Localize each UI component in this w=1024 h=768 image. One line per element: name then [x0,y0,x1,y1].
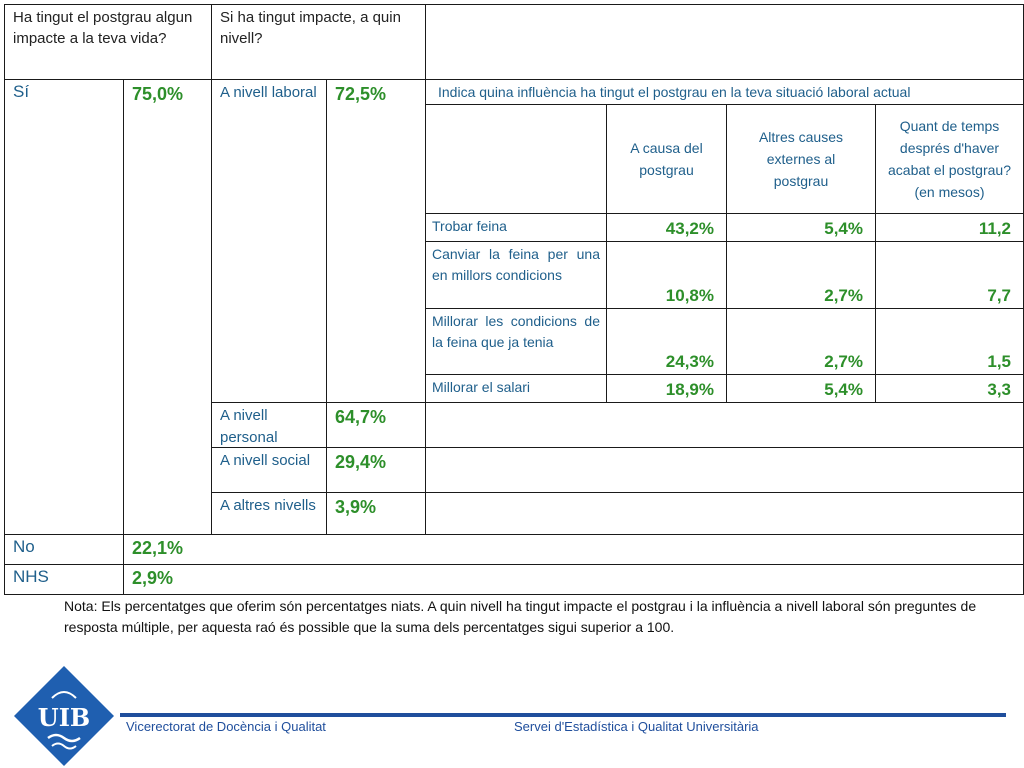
labor-row-a-causa: 43,2% [606,213,727,242]
empty-cell [425,447,1024,493]
level-personal-label: A nivell personal [211,402,327,448]
labor-row-label: Millorar les condicions de la feina que … [425,308,607,375]
subheader-empty-cell [425,104,607,214]
footer-left-text: Vicerectorat de Docència i Qualitat [126,719,326,734]
subheader-altres-causes: Altres causes externes al postgrau [726,104,876,214]
level-other-label: A altres nivells [211,492,327,535]
answer-yes-value: 75,0% [123,79,212,535]
footnote: Nota: Els percentatges que oferim són pe… [64,598,977,635]
header-level-question: Si ha tingut impacte, a quin nivell? [211,4,426,80]
subheader-a-causa: A causa del postgrau [606,104,727,214]
empty-cell [425,402,1024,448]
answer-no-value: 22,1% [123,534,1024,565]
labor-row-a-causa: 10,8% [606,241,727,309]
level-labor-label: A nivell laboral [211,79,327,403]
labor-row-altres: 2,7% [726,241,876,309]
labor-row-temps: 7,7 [875,241,1024,309]
labor-row-label: Millorar el salari [425,374,607,403]
answer-yes-label: Sí [4,79,124,535]
labor-row-temps: 11,2 [875,213,1024,242]
labor-row-altres: 2,7% [726,308,876,375]
empty-cell [425,492,1024,535]
answer-no-label: No [4,534,124,565]
labor-row-altres: 5,4% [726,213,876,242]
header-impact-question: Ha tingut el postgrau algun impacte a la… [4,4,212,80]
labor-row-temps: 3,3 [875,374,1024,403]
labor-row-a-causa: 18,9% [606,374,727,403]
influence-question: Indica quina influència ha tingut el pos… [425,79,1024,105]
level-social-label: A nivell social [211,447,327,493]
labor-row-temps: 1,5 [875,308,1024,375]
labor-row-label: Trobar feina [425,213,607,242]
footer-divider [120,713,1006,717]
uib-logo: UIB [14,666,114,766]
level-social-value: 29,4% [326,447,426,493]
header-empty-cell [425,4,1024,80]
subheader-temps: Quant de temps després d'haver acabat el… [875,104,1024,214]
logo-text: UIB [38,703,90,732]
labor-row-a-causa: 24,3% [606,308,727,375]
answer-nhs-label: NHS [4,564,124,595]
labor-row-label: Canviar la feina per una en millors cond… [425,241,607,309]
level-other-value: 3,9% [326,492,426,535]
level-personal-value: 64,7% [326,402,426,448]
results-table: Ha tingut el postgrau algun impacte a la… [4,4,1024,596]
footer-right-text: Servei d'Estadística i Qualitat Universi… [514,719,759,734]
labor-row-altres: 5,4% [726,374,876,403]
level-labor-value: 72,5% [326,79,426,403]
answer-nhs-value: 2,9% [123,564,1024,595]
